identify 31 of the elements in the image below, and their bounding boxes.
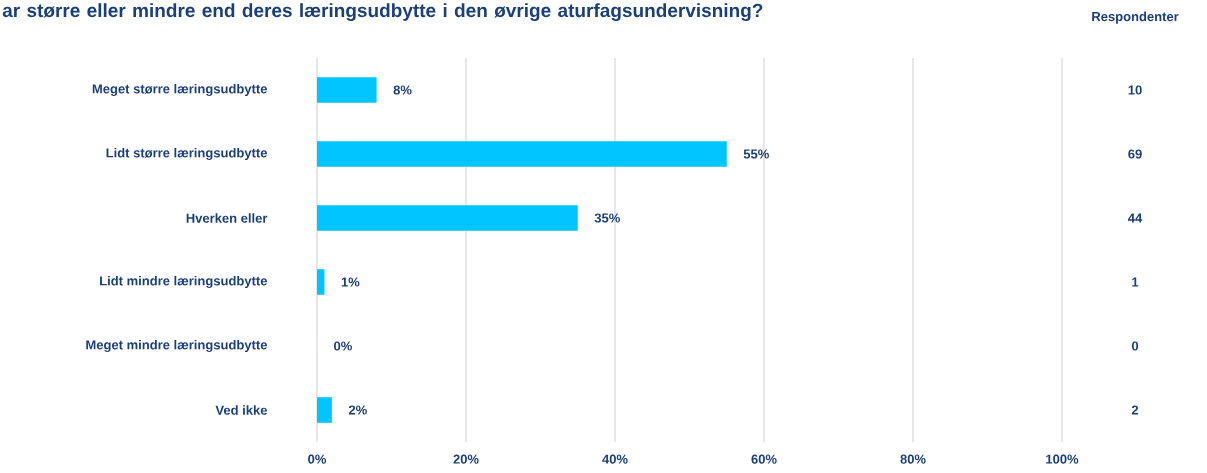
y-tick-label: Lidt mindre læringsudbytte xyxy=(100,275,268,289)
x-tick-label: 80% xyxy=(900,454,926,464)
bar xyxy=(317,141,727,167)
y-tick-label: Hverken eller xyxy=(186,213,268,223)
text: Respondenter xyxy=(1092,11,1179,24)
text: 10 xyxy=(1128,85,1142,95)
data-label: 35% xyxy=(594,213,620,223)
x-tick-label: 60% xyxy=(751,454,777,464)
y-tick-label: Lidt større læringsudbytte xyxy=(106,147,268,161)
x-tick-label: 100% xyxy=(1046,454,1079,464)
data-label: 8% xyxy=(393,85,412,95)
y-tick-label: Meget større læringsudbytte xyxy=(92,83,268,97)
bar xyxy=(317,269,325,295)
y-tick-label: Meget mindre læringsudbytte xyxy=(86,339,268,353)
x-tick-label: 0% xyxy=(308,454,327,464)
x-tick-label: 20% xyxy=(453,454,479,464)
data-label: 1% xyxy=(341,277,360,287)
chart-title: ar større eller mindre end deres læringsudbytte i den øvrige aturfagsundervisning? xyxy=(2,3,763,21)
bar xyxy=(317,77,377,103)
data-label: 2% xyxy=(348,405,367,415)
text: 44 xyxy=(1128,213,1143,223)
text: 0 xyxy=(1131,341,1139,351)
text: 69 xyxy=(1128,149,1142,159)
data-label: 55% xyxy=(743,149,769,159)
data-label: 0% xyxy=(334,341,352,351)
x-tick-label: 40% xyxy=(602,454,628,464)
bar xyxy=(317,205,578,231)
y-tick-label: Ved ikke xyxy=(215,405,268,415)
text: 1 xyxy=(1132,277,1139,287)
text: 2 xyxy=(1131,405,1139,415)
bar xyxy=(317,397,332,423)
